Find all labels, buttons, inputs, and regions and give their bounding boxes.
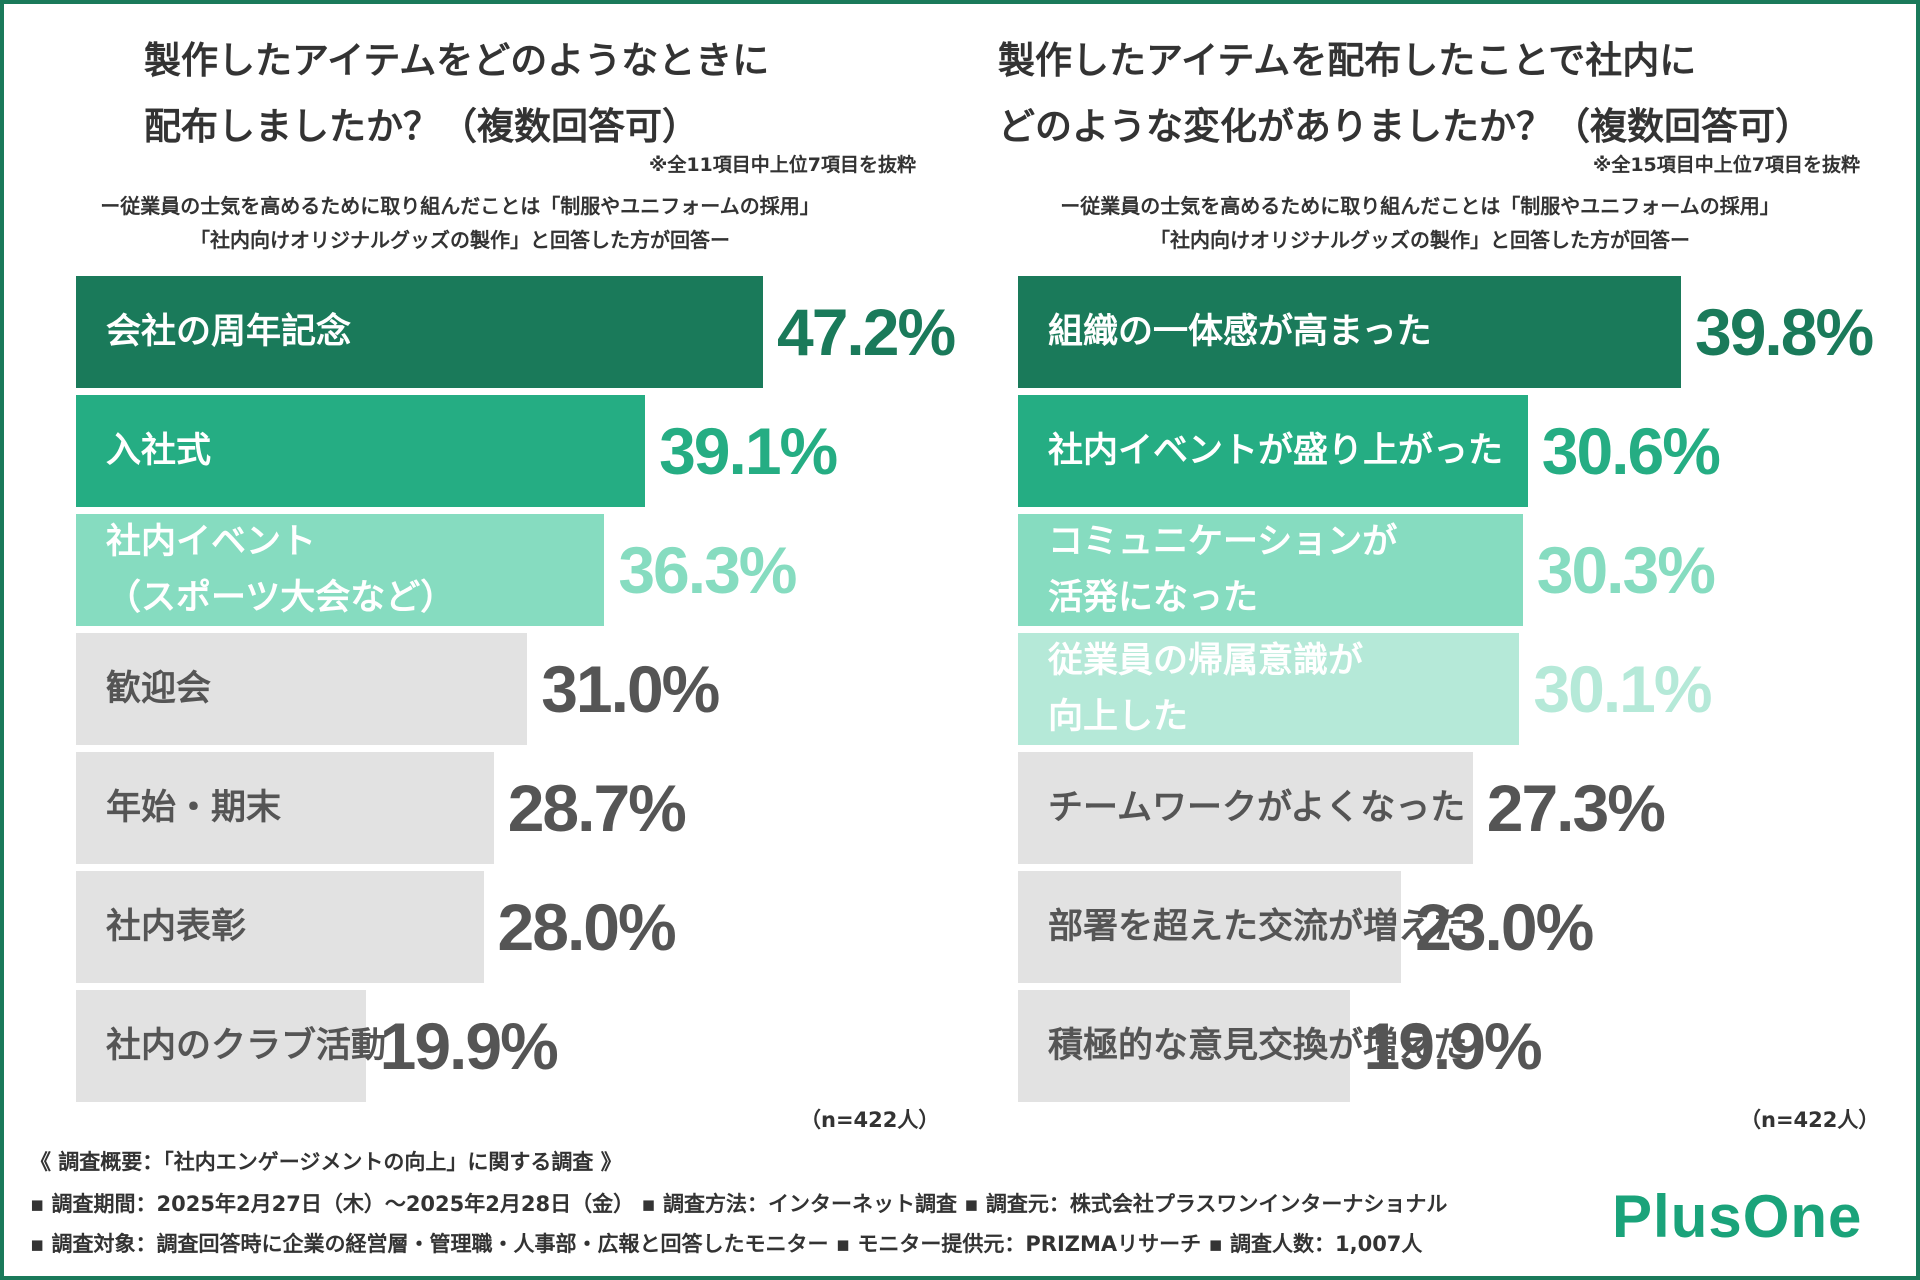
- chart-left-n: （n=422人）: [800, 1108, 940, 1132]
- right-bar-7: [1018, 990, 1350, 1102]
- left-bar-7: [76, 990, 366, 1102]
- chart-right: 製作したアイテムを配布したことで社内に どのような変化がありましたか？（複数回答…: [960, 0, 1920, 1140]
- right-bar-value-5: 27.3%: [1486, 771, 1666, 845]
- chart-right-title-line1: 製作したアイテムを配布したことで社内に: [998, 39, 1697, 82]
- right-bar-value-6: 23.0%: [1415, 890, 1594, 964]
- left-bar-1: [76, 276, 763, 388]
- left-bar-label-3: 社内イベント （スポーツ大会など）: [106, 522, 456, 618]
- chart-right-subtitle-line2: 「社内向けオリジナルグッズの製作」と回答した方が回答ー: [1150, 228, 1690, 252]
- left-bar-value-7: 19.9%: [379, 1009, 559, 1083]
- left-bar-value-6: 28.0%: [497, 890, 677, 964]
- left-bar-5: [76, 752, 494, 864]
- left-bar-3: [76, 514, 605, 626]
- right-bar-label-7: 積極的な意見交換が増えた: [1048, 1026, 1469, 1066]
- right-bar-label-6: 部署を超えた交流が増えた: [1048, 907, 1469, 947]
- right-bar-4: [1018, 633, 1520, 745]
- chart-right-title: 製作したアイテムを配布したことで社内に どのような変化がありましたか？（複数回答…: [998, 28, 1812, 160]
- right-bar-value-3: 30.3%: [1536, 533, 1716, 607]
- right-bar-value-4: 30.1%: [1533, 652, 1712, 726]
- right-bar-label-3: コミュニケーションが 活発になった: [1048, 522, 1398, 618]
- left-bar-value-2: 39.1%: [659, 414, 838, 488]
- footer-survey-period: ▪ 調査期間：2025年2月27日（木）～2025年2月28日（金） ▪ 調査方…: [30, 1192, 1448, 1216]
- chart-left: 製作したアイテムをどのようなときに 配布しましたか？（複数回答可） ※全11項目…: [0, 0, 960, 1140]
- right-bar-label-5: チームワークがよくなった: [1048, 788, 1466, 828]
- chart-left-title-line2: 配布しましたか？（複数回答可）: [144, 105, 699, 148]
- right-bar-2: [1018, 395, 1528, 507]
- right-bar-value-2: 30.6%: [1541, 414, 1721, 488]
- chart-left-subtitle-line2: 「社内向けオリジナルグッズの製作」と回答した方が回答ー: [190, 228, 730, 252]
- left-bar-label-6: 社内表彰: [106, 907, 247, 947]
- left-bar-2: [76, 395, 646, 507]
- right-bar-label-1: 組織の一体感が高まった: [1048, 312, 1432, 352]
- left-bar-6: [76, 871, 484, 983]
- chart-left-subtitle-line1: ー従業員の士気を高めるために取り組んだことは「制服やユニフォームの採用」: [100, 194, 820, 218]
- right-bar-6: [1018, 871, 1402, 983]
- chart-left-title-line1: 製作したアイテムをどのようなときに: [144, 39, 770, 82]
- chart-left-title: 製作したアイテムをどのようなときに 配布しましたか？（複数回答可）: [144, 28, 769, 160]
- left-bar-label-5: 年始・期末: [106, 788, 282, 828]
- left-bar-value-4: 31.0%: [541, 652, 720, 726]
- left-bar-label-1: 会社の周年記念: [106, 312, 352, 352]
- chart-right-subtitle-line1: ー従業員の士気を高めるために取り組んだことは「制服やユニフォームの採用」: [1060, 194, 1780, 218]
- chart-right-note: ※全15項目中上位7項目を抜粋: [1592, 154, 1860, 176]
- left-bar-label-2: 入社式: [106, 431, 212, 471]
- right-bar-label-4: 従業員の帰属意識が 向上した: [1048, 641, 1364, 737]
- right-bar-value-1: 39.8%: [1695, 295, 1874, 369]
- right-bar-value-7: 19.9%: [1363, 1009, 1543, 1083]
- footer-survey-target: ▪ 調査対象：調査回答時に企業の経営層・管理職・人事部・広報と回答したモニター …: [30, 1232, 1423, 1256]
- left-bar-4: [76, 633, 528, 745]
- left-bar-label-4: 歓迎会: [106, 669, 212, 709]
- chart-right-title-line2: どのような変化がありましたか？（複数回答可）: [998, 105, 1812, 148]
- plusone-logo: PlusOne: [1612, 1183, 1863, 1250]
- left-bar-label-7: 社内のクラブ活動: [106, 1026, 387, 1066]
- left-bar-value-1: 47.2%: [777, 295, 956, 369]
- right-bar-label-2: 社内イベントが盛り上がった: [1048, 431, 1504, 471]
- chart-right-n: （n=422人）: [1740, 1108, 1880, 1132]
- left-bar-value-3: 36.3%: [618, 533, 797, 607]
- right-bar-5: [1018, 752, 1473, 864]
- footer-survey-title: 《 調査概要：「社内エンゲージメントの向上」に関する調査 》: [30, 1150, 622, 1174]
- left-bar-value-5: 28.7%: [507, 771, 687, 845]
- right-bar-1: [1018, 276, 1681, 388]
- chart-left-note: ※全11項目中上位7項目を抜粋: [648, 154, 916, 176]
- right-bar-3: [1018, 514, 1523, 626]
